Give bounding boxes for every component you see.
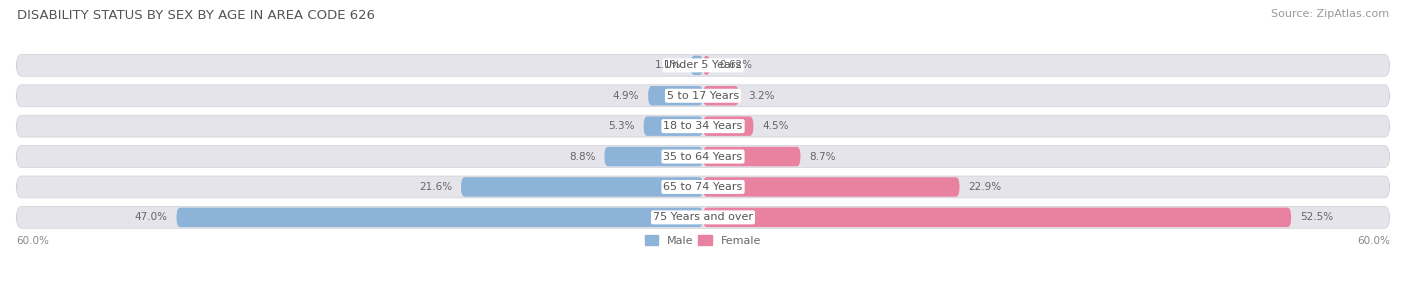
Text: 21.6%: 21.6% [419,182,453,192]
Text: 5.3%: 5.3% [609,121,634,131]
FancyBboxPatch shape [17,146,1389,168]
Text: 1.1%: 1.1% [655,60,682,70]
Text: 4.9%: 4.9% [613,91,640,101]
Text: 60.0%: 60.0% [17,236,49,246]
Text: 47.0%: 47.0% [135,212,167,222]
Text: Under 5 Years: Under 5 Years [665,60,741,70]
Text: 35 to 64 Years: 35 to 64 Years [664,152,742,161]
Text: 52.5%: 52.5% [1301,212,1333,222]
FancyBboxPatch shape [703,116,754,136]
Text: 8.7%: 8.7% [810,152,837,161]
FancyBboxPatch shape [703,86,738,105]
FancyBboxPatch shape [177,208,703,227]
FancyBboxPatch shape [17,176,1389,198]
Text: 3.2%: 3.2% [748,91,775,101]
FancyBboxPatch shape [703,208,1291,227]
FancyBboxPatch shape [703,147,800,166]
FancyBboxPatch shape [461,177,703,197]
Text: 22.9%: 22.9% [969,182,1001,192]
FancyBboxPatch shape [17,54,1389,76]
Text: Source: ZipAtlas.com: Source: ZipAtlas.com [1271,9,1389,19]
Text: 65 to 74 Years: 65 to 74 Years [664,182,742,192]
Text: 0.62%: 0.62% [718,60,752,70]
Legend: Male, Female: Male, Female [645,235,761,246]
FancyBboxPatch shape [17,206,1389,228]
Text: 4.5%: 4.5% [762,121,789,131]
FancyBboxPatch shape [648,86,703,105]
Text: 75 Years and over: 75 Years and over [652,212,754,222]
FancyBboxPatch shape [703,177,959,197]
FancyBboxPatch shape [703,56,710,75]
Text: 5 to 17 Years: 5 to 17 Years [666,91,740,101]
Text: DISABILITY STATUS BY SEX BY AGE IN AREA CODE 626: DISABILITY STATUS BY SEX BY AGE IN AREA … [17,9,375,22]
FancyBboxPatch shape [17,85,1389,107]
Text: 60.0%: 60.0% [1357,236,1389,246]
FancyBboxPatch shape [605,147,703,166]
FancyBboxPatch shape [690,56,703,75]
FancyBboxPatch shape [644,116,703,136]
Text: 8.8%: 8.8% [569,152,596,161]
FancyBboxPatch shape [17,115,1389,137]
Text: 18 to 34 Years: 18 to 34 Years [664,121,742,131]
